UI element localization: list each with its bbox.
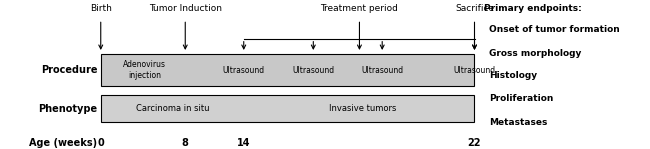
Text: Histology: Histology — [489, 72, 537, 80]
Text: Ultrasound: Ultrasound — [454, 66, 495, 74]
Text: Ultrasound: Ultrasound — [223, 66, 265, 74]
Text: Carcinoma in situ: Carcinoma in situ — [135, 104, 209, 113]
Bar — [101, 95, 474, 122]
Text: Ultrasound: Ultrasound — [361, 66, 403, 74]
Text: 8: 8 — [182, 138, 188, 148]
Text: Proliferation: Proliferation — [489, 94, 553, 103]
Text: 0: 0 — [98, 138, 104, 148]
Text: Metastases: Metastases — [489, 118, 547, 127]
Text: 22: 22 — [468, 138, 481, 148]
Text: Treatment period: Treatment period — [320, 4, 398, 13]
Text: Onset of tumor formation: Onset of tumor formation — [489, 25, 619, 34]
Text: 14: 14 — [237, 138, 250, 148]
Text: Ultrasound: Ultrasound — [292, 66, 334, 74]
Text: Invasive tumors: Invasive tumors — [329, 104, 396, 113]
Text: Procedure: Procedure — [41, 65, 98, 75]
Text: Age (weeks): Age (weeks) — [29, 138, 98, 148]
Text: Primary endpoints:: Primary endpoints: — [484, 4, 582, 13]
Text: Tumor Induction: Tumor Induction — [149, 4, 222, 13]
Text: Birth: Birth — [90, 4, 112, 13]
Text: Phenotype: Phenotype — [38, 104, 98, 114]
Bar — [101, 54, 474, 86]
Text: Sacrifice: Sacrifice — [455, 4, 494, 13]
Text: Adenovirus
injection: Adenovirus injection — [123, 60, 166, 80]
Text: Gross morphology: Gross morphology — [489, 49, 581, 58]
